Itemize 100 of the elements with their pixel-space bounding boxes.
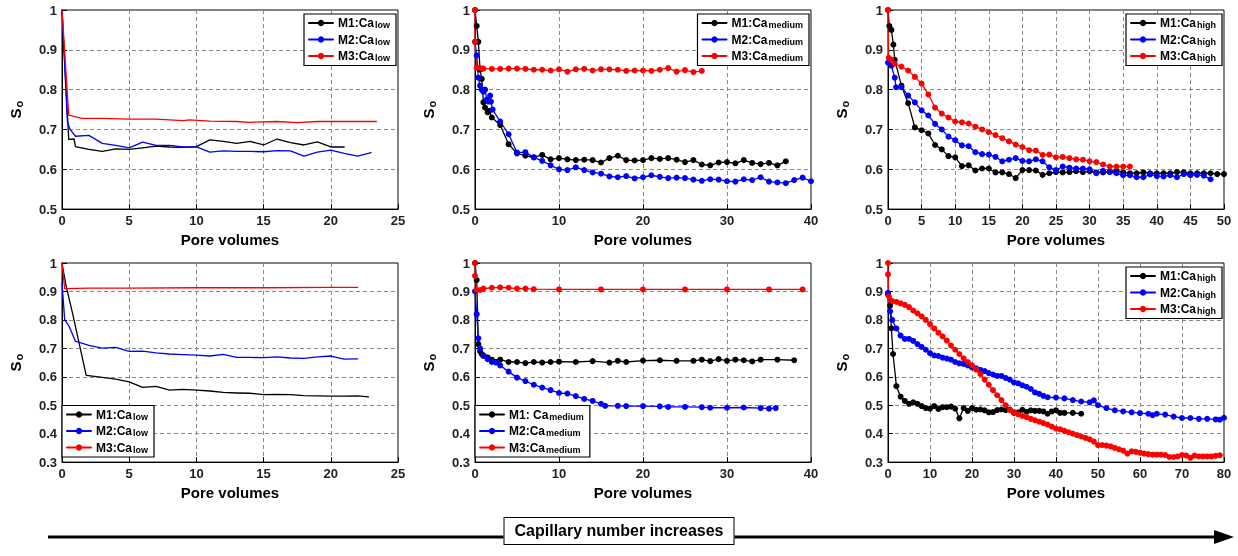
y-tick-label: 0.7 [864, 340, 883, 356]
x-tick-label: 40 [803, 466, 819, 482]
x-tick-label: 20 [323, 466, 339, 482]
x-tick-label: 0 [58, 213, 66, 229]
y-axis-title: So [420, 353, 438, 372]
x-tick-label: 5 [917, 213, 926, 229]
y-tick-label: 1 [462, 255, 470, 271]
legend-label: M1:Cahigh [1160, 269, 1217, 283]
y-tick-label: 0.5 [451, 201, 470, 217]
legend-label: M2:Calow [338, 32, 391, 47]
y-tick-label: 0.6 [38, 161, 57, 177]
y-tick-label: 0.6 [451, 369, 470, 385]
x-tick-label: 5 [125, 213, 133, 229]
y-tick-label: 0.7 [451, 121, 470, 137]
y-axis-title: So [420, 100, 438, 119]
x-tick-label: 50 [1216, 213, 1232, 229]
y-tick-label: 0.6 [864, 161, 883, 177]
x-tick-label: 70 [1174, 466, 1190, 482]
x-tick-label: 20 [323, 213, 339, 229]
y-tick-label: 0.3 [38, 454, 57, 470]
x-axis-title: Pore volumes [593, 231, 693, 248]
y-tick-label: 0.9 [864, 283, 883, 299]
x-tick-label: 15 [256, 466, 271, 482]
y-tick-label: 0.5 [864, 201, 883, 217]
x-tick-label: 15 [256, 213, 271, 229]
y-tick-label: 0.9 [38, 42, 57, 58]
y-tick-label: 0.8 [451, 312, 470, 328]
y-tick-label: 0.3 [864, 454, 883, 470]
y-tick-label: 0.5 [38, 397, 57, 413]
y-axis-title: So [833, 100, 851, 119]
x-tick-label: 25 [390, 213, 406, 229]
x-tick-label: 45 [1183, 213, 1198, 229]
y-tick-label: 0.9 [38, 283, 57, 299]
legend-label: M1: Camedium [509, 407, 584, 422]
legend-label: M1:Camedium [731, 16, 804, 30]
x-axis-title: Pore volumes [180, 231, 280, 248]
legend-label: M2:Cahigh [1160, 285, 1217, 300]
y-axis-title: So [7, 353, 25, 372]
x-tick-label: 20 [1015, 213, 1030, 229]
x-tick-label: 25 [1048, 213, 1064, 229]
x-tick-label: 5 [125, 466, 133, 482]
text: Capillary number increases [503, 517, 735, 545]
y-tick-label: 0.3 [451, 454, 470, 470]
legend-label: M3:Camedium [509, 440, 581, 455]
x-tick-label: 25 [390, 466, 406, 482]
y-tick-label: 0.9 [864, 42, 883, 58]
y-tick-label: 0.6 [38, 369, 57, 385]
y-tick-label: 0.7 [864, 121, 883, 137]
y-tick-label: 0.8 [864, 312, 883, 328]
y-tick-label: 0.8 [864, 82, 883, 98]
x-tick-label: 35 [1115, 213, 1131, 229]
y-tick-label: 1 [49, 2, 57, 18]
legend-label: M3:Calow [338, 49, 391, 63]
y-tick-label: 0.5 [864, 397, 883, 413]
y-tick-label: 0.5 [451, 397, 470, 413]
x-tick-label: 15 [981, 213, 997, 229]
legend-label: M2:Cahigh [1160, 32, 1217, 47]
x-tick-label: 0 [884, 466, 892, 482]
x-tick-label: 10 [922, 466, 938, 482]
y-tick-label: 0.6 [864, 369, 883, 385]
x-tick-label: 10 [551, 466, 567, 482]
legend-label: M3:Camedium [731, 49, 804, 63]
x-tick-label: 10 [551, 213, 567, 229]
y-axis-title: So [7, 100, 25, 119]
x-tick-label: 20 [964, 466, 980, 482]
x-tick-label: 30 [1006, 466, 1022, 482]
y-tick-label: 0.7 [38, 340, 57, 356]
x-axis-title: Pore volumes [1006, 484, 1106, 501]
legend-label: M3:Calow [96, 440, 149, 455]
legend-label: M3:Cahigh [1160, 302, 1217, 316]
x-tick-label: 40 [1149, 213, 1165, 229]
y-tick-label: 1 [462, 2, 470, 18]
x-tick-label: 40 [803, 213, 819, 229]
x-tick-label: 30 [719, 466, 735, 482]
y-axis-title: So [833, 353, 851, 372]
x-tick-label: 30 [1082, 213, 1097, 229]
y-tick-label: 0.5 [38, 201, 57, 217]
x-tick-label: 30 [719, 213, 735, 229]
y-tick-label: 0.4 [451, 426, 471, 442]
x-tick-label: 0 [471, 213, 479, 229]
y-tick-label: 0.8 [38, 312, 57, 328]
y-tick-label: 0.6 [451, 161, 470, 177]
x-tick-label: 10 [189, 213, 204, 229]
y-tick-label: 0.4 [864, 426, 884, 442]
x-tick-label: 0 [58, 466, 66, 482]
y-tick-label: 0.9 [451, 42, 470, 58]
legend-label: M2:Camedium [509, 424, 581, 438]
x-tick-label: 20 [635, 213, 651, 229]
x-axis-title: Pore volumes [180, 484, 280, 501]
legend-label: M1:Cahigh [1160, 16, 1217, 30]
legend-label: M2:Calow [96, 424, 149, 438]
y-tick-label: 0.4 [38, 426, 58, 442]
y-tick-label: 1 [875, 255, 883, 271]
x-tick-label: 10 [189, 466, 204, 482]
x-axis-title: Pore volumes [1006, 231, 1106, 248]
x-tick-label: 50 [1090, 466, 1106, 482]
y-tick-label: 1 [49, 255, 57, 271]
y-tick-label: 0.8 [38, 82, 57, 98]
y-tick-label: 0.8 [451, 82, 470, 98]
legend-label: M2:Camedium [731, 32, 804, 47]
